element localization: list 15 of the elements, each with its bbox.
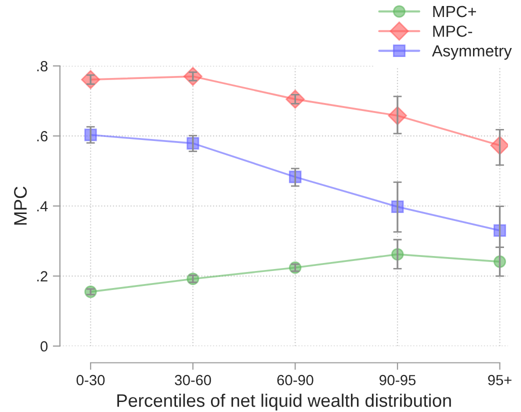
x-axis-title: Percentiles of net liquid wealth distribution xyxy=(117,394,451,411)
legend-label: MPC- xyxy=(433,26,472,37)
x-tick-label: 90-95 xyxy=(380,374,416,386)
x-tick-label: 30-60 xyxy=(174,374,211,386)
y-axis-title: MPC xyxy=(14,186,27,225)
y-tick-label: .2 xyxy=(37,271,48,282)
y-tick-label: .6 xyxy=(37,131,48,142)
legend-label: Asymmetry xyxy=(432,45,512,60)
x-tick-label: 95+ xyxy=(488,374,512,386)
y-tick-label: .4 xyxy=(37,201,48,212)
legend-label: MPC+ xyxy=(433,6,476,18)
x-tick-label: 0-30 xyxy=(76,374,105,386)
y-tick-label: 0 xyxy=(40,341,48,352)
y-tick-label: .8 xyxy=(37,61,48,72)
x-tick-label: 60-90 xyxy=(277,374,314,386)
